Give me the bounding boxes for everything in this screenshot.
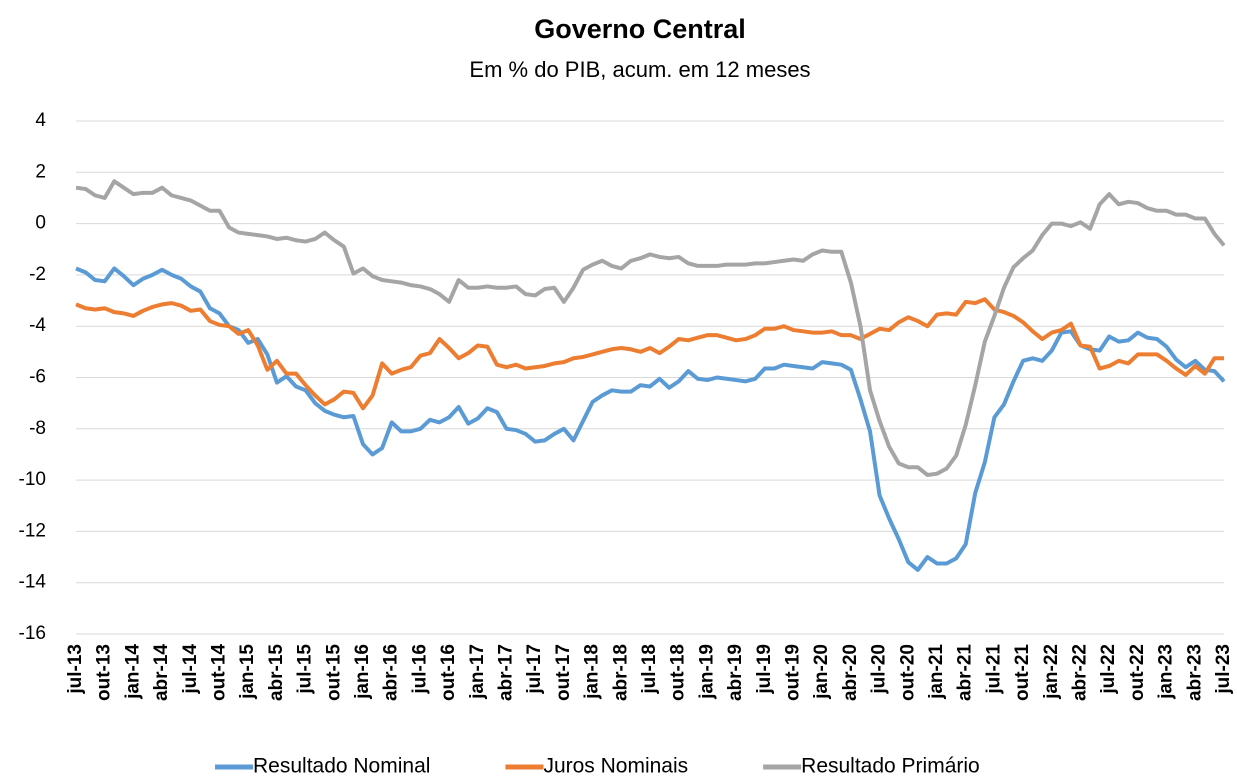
x-tick-label: abr-20 [840,644,861,701]
x-tick-label: jul-18 [639,644,660,695]
y-tick-label: 0 [35,213,46,234]
x-tick-label: jan-20 [811,644,832,700]
x-tick-label: out-17 [553,644,574,701]
x-tick-label: jul-14 [180,644,201,695]
x-tick-label: jan-16 [352,644,373,700]
y-tick-label: -8 [29,418,46,439]
x-tick-label: out-13 [94,644,115,701]
x-tick-label: jan-19 [696,644,717,700]
x-tick-label: abr-22 [1070,644,1091,701]
y-tick-label: 4 [35,110,46,131]
x-tick-label: out-20 [897,644,918,701]
x-tick-label: abr-18 [610,644,631,701]
x-tick-label: out-16 [438,644,459,701]
x-tick-label: abr-23 [1184,644,1205,701]
x-tick-label: jan-17 [467,644,488,700]
chart-subtitle: Em % do PIB, acum. em 12 meses [469,57,810,82]
x-tick-label: jan-15 [237,644,258,700]
y-tick-label: -16 [19,623,46,644]
x-tick-label: abr-15 [266,644,287,701]
x-tick-label: jan-21 [926,644,947,700]
x-tick-label: jul-22 [1098,644,1119,695]
y-tick-label: -14 [19,572,47,593]
x-tick-label: out-21 [1012,644,1033,701]
x-tick-label: out-22 [1127,644,1148,701]
y-tick-label: 2 [35,161,46,182]
y-tick-label: -2 [29,264,46,285]
x-tick-label: jul-23 [1213,644,1234,695]
y-tick-label: -10 [19,469,46,490]
x-tick-label: out-19 [783,644,804,701]
legend-label: Juros Nominais [543,755,688,778]
x-tick-label: out-15 [323,644,344,701]
series-line [75,266,1226,572]
x-tick-label: jul-17 [524,644,545,695]
series-line [75,179,1226,477]
x-tick-label: jan-18 [582,644,603,700]
x-tick-label: jul-13 [65,644,86,695]
x-tick-label: abr-19 [725,644,746,701]
x-tick-label: out-18 [668,644,689,701]
x-tick-label: jul-16 [409,644,430,695]
x-tick-label: abr-16 [381,644,402,701]
x-tick-label: jan-23 [1156,644,1177,700]
y-tick-label: -4 [29,315,46,336]
x-tick-label: jul-21 [983,644,1004,695]
legend-label: Resultado Primário [801,755,980,778]
legend-label: Resultado Nominal [253,755,430,778]
y-tick-label: -6 [29,367,46,388]
chart-title: Governo Central [534,14,746,44]
x-tick-label: abr-21 [955,644,976,701]
x-tick-label: out-14 [209,644,230,701]
x-tick-label: jan-22 [1041,644,1062,700]
x-tick-label: jul-15 [295,644,316,695]
x-tick-label: jan-14 [122,644,143,700]
y-tick-label: -12 [19,520,46,541]
series-line [75,297,1224,411]
x-tick-label: abr-14 [151,644,172,701]
x-tick-label: jul-20 [869,644,890,695]
x-tick-label: jul-19 [754,644,775,695]
x-tick-label: abr-17 [496,644,517,701]
